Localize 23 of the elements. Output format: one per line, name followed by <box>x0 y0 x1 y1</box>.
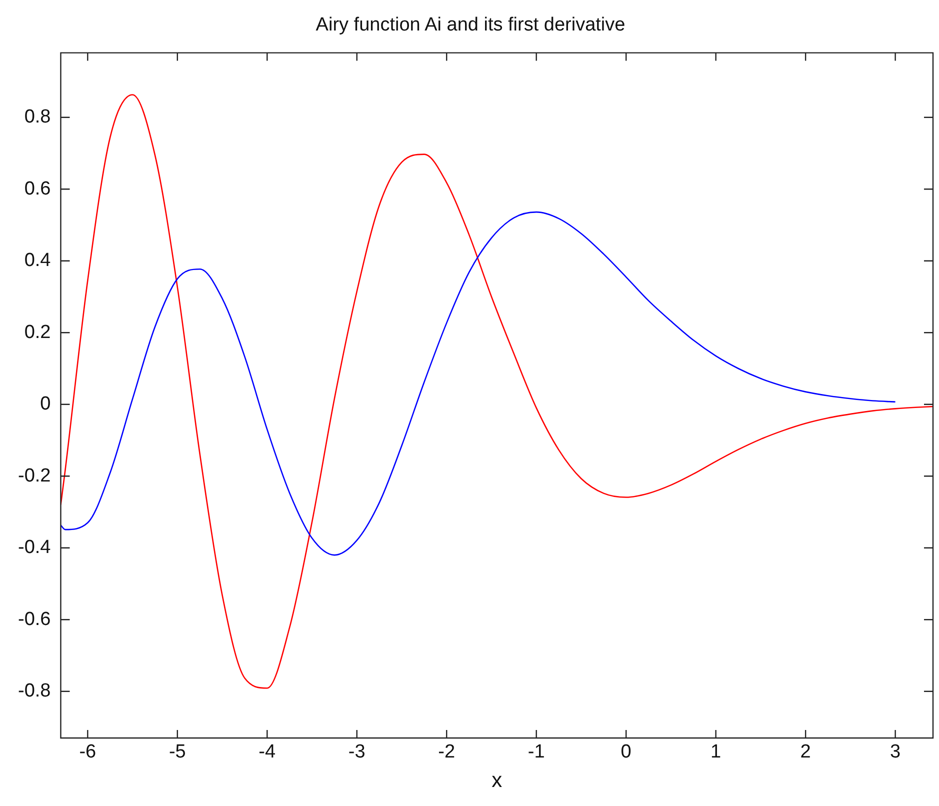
x-tick-label: 1 <box>710 742 722 763</box>
y-tick-label: -0.2 <box>18 465 51 486</box>
chart-title: Airy function Ai and its first derivative <box>316 14 626 36</box>
x-tick-label: -3 <box>348 742 366 763</box>
x-tick-label: -1 <box>528 742 545 763</box>
y-tick-label: 0.8 <box>24 106 51 128</box>
x-axis-title: x <box>492 769 503 792</box>
x-tick-label: -4 <box>258 742 276 763</box>
x-tick-label: -6 <box>79 742 96 763</box>
y-tick-label: -0.6 <box>18 608 51 630</box>
y-tick-label: -0.4 <box>18 537 52 558</box>
y-tick-label: 0.6 <box>24 178 51 200</box>
line-series <box>60 94 933 689</box>
x-tick-label: -2 <box>438 742 456 763</box>
y-tick-label: 0.2 <box>24 322 51 343</box>
y-tick-label: 0.4 <box>24 250 52 272</box>
x-tick-label: 2 <box>800 742 811 763</box>
x-tick-label: 3 <box>890 742 901 763</box>
x-tick-label: -5 <box>168 742 186 763</box>
y-tick-label: 0 <box>40 394 51 415</box>
x-tick-label: 0 <box>620 742 632 763</box>
line-series <box>60 211 896 556</box>
y-tick-label: -0.8 <box>18 680 51 702</box>
